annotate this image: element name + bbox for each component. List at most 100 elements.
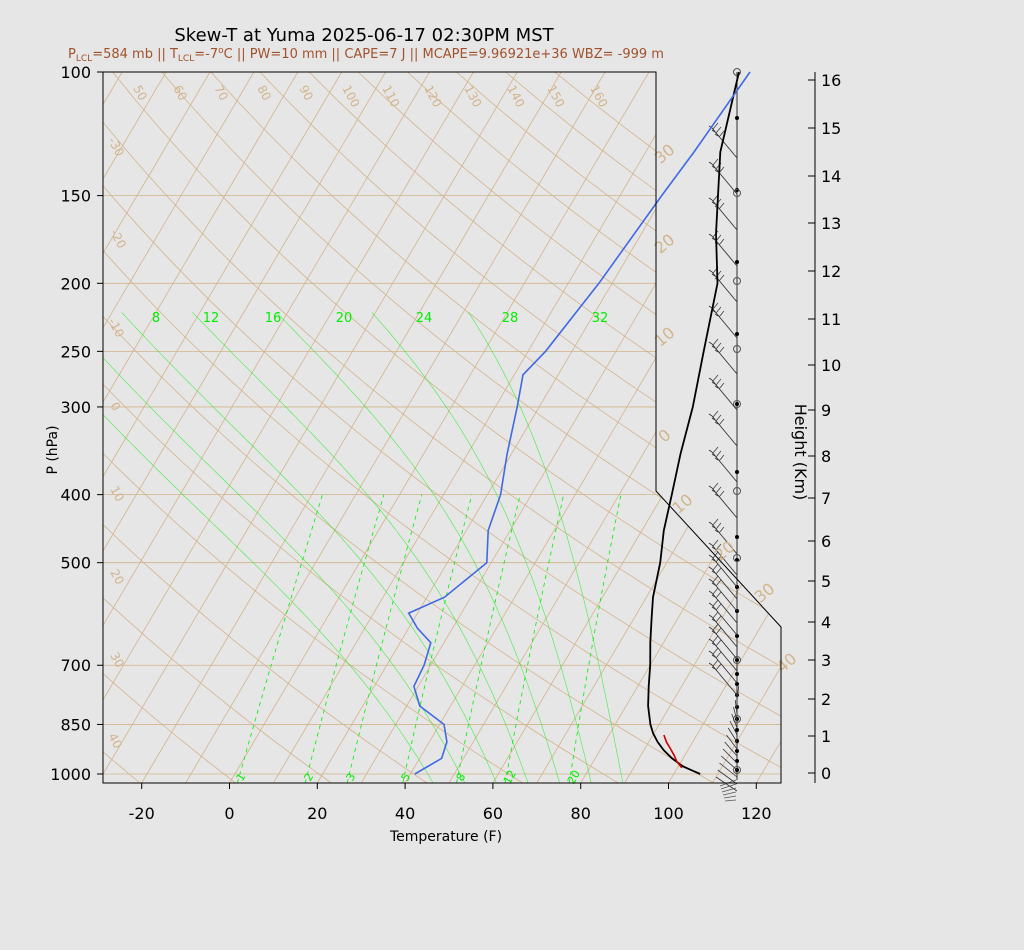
isotherm-line [103,72,211,255]
height-circle [733,277,741,285]
subtitle-p-lcl-label: P [68,47,76,62]
mixing-ratio-label: 32 [592,311,609,326]
wind-barb [729,720,738,736]
mixing-ratio-label: 28 [502,311,519,326]
height-tick-label: 13 [821,214,841,233]
dry-adiabat [210,72,781,527]
height-tick-label: 1 [821,727,831,746]
wind-barbs [708,122,740,802]
isotherm-label: 80 [254,83,274,103]
isotherm-line [229,72,650,783]
parcel-line [663,734,683,769]
y-tick-label: 150 [60,187,91,206]
y-tick-label: 500 [60,554,91,573]
wind-barb [708,410,738,447]
mixing-ratio-line [402,494,473,783]
height-circle [733,400,741,408]
wind-barb [708,482,738,519]
height-dot [735,682,739,686]
wind-barb [733,706,738,722]
height-tick-label: 6 [821,532,831,551]
dry-adiabat-lines [103,72,781,783]
y-axis-label: P (hPa) [45,425,61,474]
wind-barb [719,762,738,778]
isotherm-label: 10 [107,484,127,504]
mixing-ratio-label: 24 [416,311,433,326]
height-dot [735,260,739,264]
moist-adiabat [192,312,529,783]
sounding-series [407,71,751,775]
isotherm-line [103,72,430,627]
wind-barb [708,338,738,375]
x-tick-label: 120 [741,804,772,823]
height-tick-label: 3 [821,651,831,670]
wind-barb [720,783,737,790]
plot-frame [102,71,782,784]
isotherm-line [624,517,781,783]
x-tick-label: -20 [129,804,155,823]
x-tick-label: 80 [571,804,591,823]
dry-adiabat [103,524,428,783]
wind-barb [708,539,738,576]
mixing-ratio-label-bottom: 20 [565,768,583,787]
low-level-barbs [715,685,740,802]
isotherm-line [273,72,694,783]
hodograph-mask [656,72,781,626]
mixing-ratio-label-bottom: 12 [501,768,519,787]
hodograph-panel [733,68,741,780]
moist-adiabat [103,414,434,783]
wind-barb [708,659,738,696]
mixing-ratio-lines [237,72,781,783]
height-tick-label: 4 [821,613,831,632]
height-tick-label: 12 [821,262,841,281]
wind-barb [708,623,738,660]
height-tick-label: 10 [821,356,841,375]
height-circle [733,345,741,353]
wind-barb [708,587,738,624]
height-circle [733,487,741,495]
subtitle-t-lcl-sub: LCL [178,54,194,64]
isotherm-line [668,591,781,783]
y-tick-label: 850 [60,715,91,734]
wind-barb [708,446,738,483]
height-dot [735,728,739,732]
wind-barb [708,647,738,684]
wind-barb [717,769,738,785]
height-circle [733,766,741,774]
wind-barb [721,787,737,793]
height-tick-label: 11 [821,310,841,329]
isotherm-line [185,72,606,783]
mixing-ratio-line [504,494,565,783]
subtitle-rest: C || PW=10 mm || CAPE=7 J || MCAPE=9.969… [224,47,664,62]
height-circle [733,656,741,664]
y-tick-label: 200 [60,274,91,293]
isotherm-line [103,72,518,775]
wind-barb [720,755,738,771]
moist-adiabat [276,312,560,783]
wind-barb [708,563,738,600]
wind-barb [726,734,738,750]
isotherm-label: 30 [107,650,127,670]
dry-adiabat [103,185,781,717]
temperature-line [647,71,740,775]
height-tick-label: 14 [821,167,841,186]
isotherm-line [844,72,1024,783]
wind-barb [723,795,737,799]
isotherm-label: 20 [107,567,127,587]
isotherm-label: 70 [211,83,231,103]
mixing-ratio-label: 12 [203,311,220,326]
height-dot [735,402,739,406]
isotherm-line [103,72,386,552]
moist-adiabat [121,312,497,783]
height-dot [735,634,739,638]
isotherm-label: 60 [170,83,190,103]
wind-barb [731,713,738,729]
mixing-ratio-label: 8 [152,311,160,326]
wind-barb [734,699,738,715]
wind-barb [708,635,738,672]
height-tick-label: 8 [821,447,831,466]
height-tick-label: 9 [821,401,831,420]
height-tick-label: 16 [821,71,841,90]
dry-adiabat [103,383,619,783]
isotherm-label: 50 [130,83,150,103]
